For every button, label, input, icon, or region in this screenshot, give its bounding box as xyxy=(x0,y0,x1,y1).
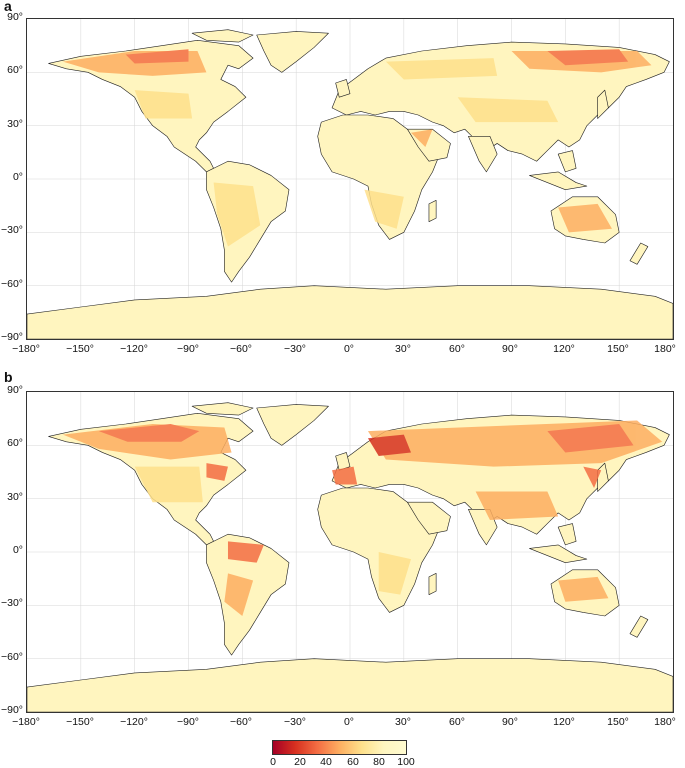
x-tick: −90° xyxy=(176,343,199,355)
panel-b-map xyxy=(26,391,674,713)
x-tick: −90° xyxy=(176,716,199,728)
y-tick: −60° xyxy=(0,278,23,290)
x-tick: 0° xyxy=(343,343,355,355)
x-tick: 180° xyxy=(654,716,676,728)
y-tick: −60° xyxy=(0,651,23,663)
colorbar-tick: 40 xyxy=(320,756,332,768)
x-tick: 150° xyxy=(607,716,629,728)
y-tick: 30° xyxy=(7,118,23,130)
x-tick: 90° xyxy=(502,343,518,355)
x-tick: 30° xyxy=(395,343,411,355)
y-tick: 90° xyxy=(7,384,23,396)
y-tick: −30° xyxy=(0,224,23,236)
panel-b-map-svg xyxy=(27,392,673,712)
x-tick: 30° xyxy=(395,716,411,728)
y-tick: 60° xyxy=(7,64,23,76)
colorbar xyxy=(272,740,407,755)
x-tick: −180° xyxy=(12,716,40,728)
x-tick: 120° xyxy=(553,716,575,728)
x-tick: −150° xyxy=(66,343,94,355)
x-tick: 180° xyxy=(654,343,676,355)
y-tick: 60° xyxy=(7,437,23,449)
y-tick: 0° xyxy=(12,171,23,183)
colorbar-tick: 20 xyxy=(294,756,306,768)
y-tick: 0° xyxy=(12,544,23,556)
x-tick: 150° xyxy=(607,343,629,355)
x-tick: −60° xyxy=(229,343,252,355)
x-tick: −30° xyxy=(283,716,306,728)
y-tick: 90° xyxy=(7,11,23,23)
y-tick: −30° xyxy=(0,597,23,609)
x-tick: 120° xyxy=(553,343,575,355)
x-tick: 60° xyxy=(449,716,465,728)
colorbar-tick: 100 xyxy=(397,756,415,768)
colorbar-tick: 80 xyxy=(373,756,385,768)
y-tick: −90° xyxy=(0,331,23,343)
x-tick: 90° xyxy=(502,716,518,728)
colorbar-tick: 0 xyxy=(270,756,276,768)
y-tick: −90° xyxy=(0,704,23,716)
y-tick: 30° xyxy=(7,491,23,503)
panel-a-map xyxy=(26,18,674,340)
x-tick: −180° xyxy=(12,343,40,355)
x-tick: −120° xyxy=(120,343,148,355)
x-tick: 0° xyxy=(343,716,355,728)
x-tick: −60° xyxy=(229,716,252,728)
panel-a-label: a xyxy=(4,0,12,14)
x-tick: −30° xyxy=(283,343,306,355)
colorbar-tick: 60 xyxy=(347,756,359,768)
x-tick: 60° xyxy=(449,343,465,355)
panel-a-map-svg xyxy=(27,19,673,339)
x-tick: −150° xyxy=(66,716,94,728)
panel-b-label: b xyxy=(4,369,13,385)
x-tick: −120° xyxy=(120,716,148,728)
